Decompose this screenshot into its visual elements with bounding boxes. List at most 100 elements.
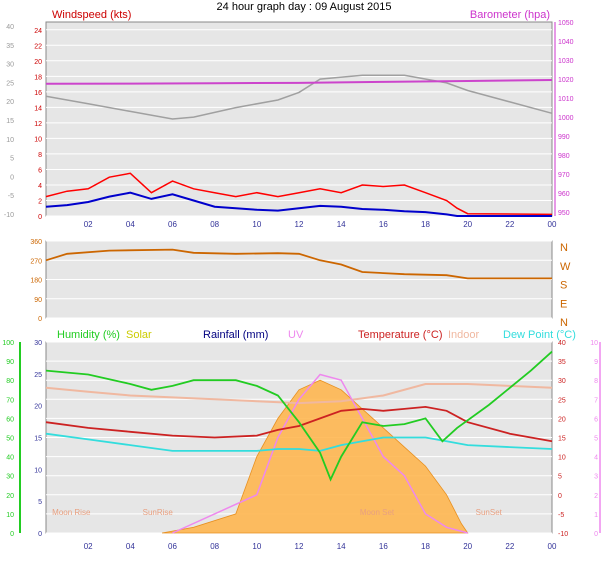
y-right-tick-label: 980 bbox=[558, 153, 570, 160]
y-outer-tick-label: -5 bbox=[8, 193, 14, 200]
x-tick-label: 00 bbox=[548, 542, 557, 551]
y-temp-tick-label: 15 bbox=[558, 436, 566, 443]
y-tick-label: 14 bbox=[34, 105, 42, 112]
y-tick-label: 4 bbox=[38, 183, 42, 190]
y-humidity-tick-label: 90 bbox=[6, 359, 14, 366]
y-temp-tick-label: 35 bbox=[558, 359, 566, 366]
y-uv-tick-label: 4 bbox=[594, 455, 598, 462]
y-humidity-tick-label: 0 bbox=[10, 531, 14, 538]
y-rain-tick-label: 30 bbox=[34, 340, 42, 347]
x-tick-label: 10 bbox=[252, 542, 261, 551]
y-rain-tick-label: 20 bbox=[34, 404, 42, 411]
solar-label: Solar bbox=[126, 329, 152, 341]
compass-label: N bbox=[560, 317, 568, 329]
y-outer-tick-label: 0 bbox=[10, 174, 14, 181]
y-tick-label: 0 bbox=[38, 214, 42, 221]
x-tick-label: 22 bbox=[505, 542, 514, 551]
y-uv-tick-label: 10 bbox=[590, 340, 598, 347]
compass-label: E bbox=[560, 298, 567, 310]
y-humidity-tick-label: 50 bbox=[6, 436, 14, 443]
y-temp-tick-label: 10 bbox=[558, 455, 566, 462]
y-tick-label: 270 bbox=[30, 258, 42, 265]
y-tick-label: 16 bbox=[34, 90, 42, 97]
y-humidity-tick-label: 70 bbox=[6, 397, 14, 404]
y-uv-tick-label: 5 bbox=[594, 436, 598, 443]
y-right-tick-label: 1040 bbox=[558, 39, 574, 46]
x-tick-label: 02 bbox=[84, 542, 93, 551]
y-tick-label: 20 bbox=[34, 59, 42, 66]
uv-line bbox=[172, 373, 468, 534]
y-rain-tick-label: 25 bbox=[34, 372, 42, 379]
y-uv-tick-label: 3 bbox=[594, 474, 598, 481]
annotation-label: Moon Rise bbox=[52, 508, 91, 517]
annotation-label: SunSet bbox=[476, 508, 503, 517]
y-temp-tick-label: 5 bbox=[558, 474, 562, 481]
x-tick-label: 22 bbox=[505, 220, 514, 229]
y-tick-label: 0 bbox=[38, 316, 42, 323]
barometer-label: Barometer (hpa) bbox=[470, 9, 550, 21]
x-tick-label: 16 bbox=[379, 542, 388, 551]
y-temp-tick-label: 0 bbox=[558, 493, 562, 500]
x-tick-label: 12 bbox=[295, 220, 304, 229]
y-right-tick-label: 1020 bbox=[558, 77, 574, 84]
dewpoint-line bbox=[45, 432, 553, 452]
y-uv-tick-label: 2 bbox=[594, 493, 598, 500]
y-right-tick-label: 1030 bbox=[558, 58, 574, 65]
y-outer-tick-label: 10 bbox=[6, 137, 14, 144]
compass-label: S bbox=[560, 280, 567, 292]
y-tick-label: 10 bbox=[34, 136, 42, 143]
indoor-temperature-line bbox=[45, 383, 553, 405]
y-tick-label: 360 bbox=[30, 239, 42, 246]
x-tick-label: 04 bbox=[126, 542, 135, 551]
humidity-label: Humidity (%) bbox=[57, 329, 120, 341]
x-tick-label: 18 bbox=[421, 542, 430, 551]
annotation-label: SunRise bbox=[143, 508, 174, 517]
y-tick-label: 22 bbox=[34, 43, 42, 50]
x-tick-label: 04 bbox=[126, 220, 135, 229]
barometer-line bbox=[45, 79, 553, 85]
dewpoint-label: Dew Point (°C) bbox=[503, 329, 576, 341]
y-humidity-tick-label: 80 bbox=[6, 378, 14, 385]
x-tick-label: 14 bbox=[337, 220, 346, 229]
y-outer-tick-label: -10 bbox=[4, 212, 14, 219]
y-outer-tick-label: 40 bbox=[6, 24, 14, 31]
y-temp-tick-label: 30 bbox=[558, 378, 566, 385]
y-outer-tick-label: 15 bbox=[6, 118, 14, 125]
x-tick-label: 02 bbox=[84, 220, 93, 229]
y-tick-label: 90 bbox=[34, 297, 42, 304]
temp-humidity-panel: -10-505101520253035400123456789100102030… bbox=[2, 329, 601, 551]
y-right-tick-label: 1050 bbox=[558, 20, 574, 27]
y-outer-tick-label: 5 bbox=[10, 156, 14, 163]
compass-label: W bbox=[560, 261, 571, 273]
y-uv-tick-label: 7 bbox=[594, 397, 598, 404]
x-tick-label: 08 bbox=[210, 220, 219, 229]
temperature-line bbox=[45, 405, 553, 443]
compass-label: N bbox=[560, 242, 568, 254]
x-tick-label: 20 bbox=[463, 542, 472, 551]
y-tick-label: 2 bbox=[38, 198, 42, 205]
wind-gust-line bbox=[45, 172, 553, 216]
y-outer-tick-label: 35 bbox=[6, 43, 14, 50]
y-rain-tick-label: 10 bbox=[34, 467, 42, 474]
y-outer-tick-label: 25 bbox=[6, 80, 14, 87]
uv-label: UV bbox=[288, 329, 304, 341]
wind-average-line bbox=[45, 191, 552, 217]
y-uv-tick-label: 1 bbox=[594, 512, 598, 519]
y-outer-tick-label: 30 bbox=[6, 62, 14, 69]
x-tick-label: 18 bbox=[421, 220, 430, 229]
windspeed-label: Windspeed (kts) bbox=[52, 9, 131, 21]
y-humidity-tick-label: 40 bbox=[6, 455, 14, 462]
y-temp-tick-label: 20 bbox=[558, 416, 566, 423]
y-tick-label: 6 bbox=[38, 167, 42, 174]
barometer-history-line bbox=[45, 74, 553, 120]
x-tick-label: 00 bbox=[548, 220, 557, 229]
y-tick-label: 12 bbox=[34, 121, 42, 128]
x-tick-label: 16 bbox=[379, 220, 388, 229]
indoor-label: Indoor bbox=[448, 329, 480, 341]
y-uv-tick-label: 0 bbox=[594, 531, 598, 538]
y-rain-tick-label: 15 bbox=[34, 436, 42, 443]
x-tick-label: 14 bbox=[337, 542, 346, 551]
y-right-tick-label: 1000 bbox=[558, 115, 574, 122]
temperature-label: Temperature (°C) bbox=[358, 329, 442, 341]
